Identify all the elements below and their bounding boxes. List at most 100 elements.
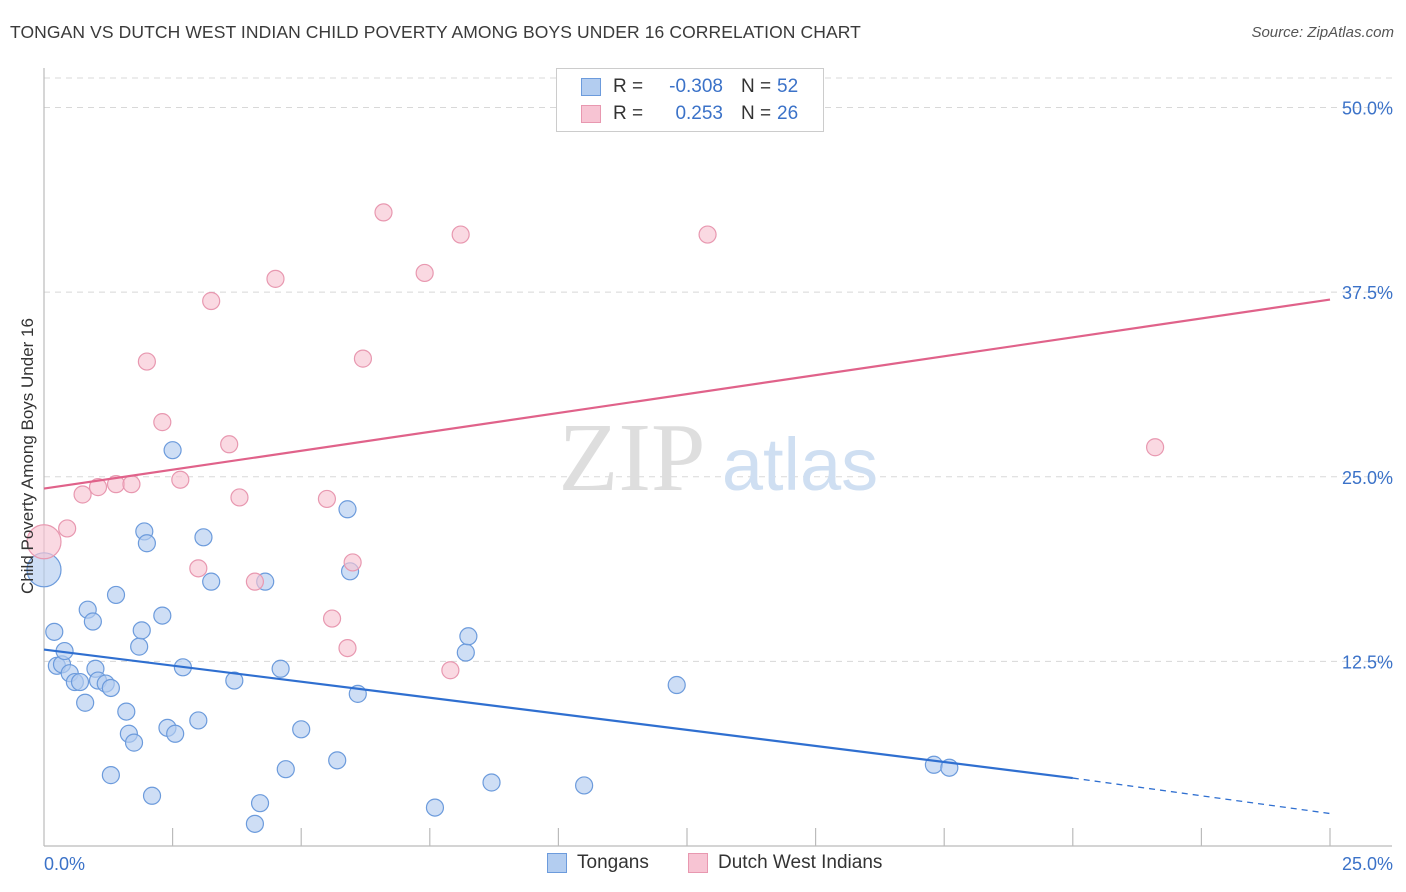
dutch-point [415, 263, 434, 283]
tongans-point [153, 606, 172, 625]
legend-label-dutch: Dutch West Indians [718, 852, 883, 873]
y-tick-label: 25.0% [1342, 468, 1393, 488]
y-tick-label: 12.5% [1342, 652, 1393, 672]
tongans-point [163, 441, 182, 460]
dutch-points [26, 203, 1165, 680]
tongans-point [225, 671, 244, 690]
tongans-trend-line [43, 648, 1073, 780]
tongans-point [83, 612, 102, 631]
legend-n-label: N = [741, 76, 772, 97]
dutch-point [122, 475, 141, 494]
series-legend: Tongans Dutch West Indians [0, 852, 1406, 876]
legend-swatch-tongans [581, 78, 601, 96]
legend-row-tongans: R = -0.308 N = 52 [581, 74, 798, 100]
watermark-zip: ZIP [559, 404, 706, 512]
dutch-point [137, 352, 156, 371]
legend-item-tongans: Tongans [547, 852, 649, 874]
dutch-point [88, 478, 108, 497]
tongans-point [425, 798, 445, 817]
dutch-point [266, 269, 285, 288]
tongans-point [70, 672, 90, 692]
dutch-point [58, 519, 77, 538]
dutch-point [73, 485, 92, 504]
legend-r-value: -0.308 [669, 76, 723, 97]
dutch-point [202, 291, 221, 311]
y-tick-label: 37.5% [1342, 283, 1393, 303]
legend-r-label: R = [613, 103, 644, 124]
legend-swatch-dutch [581, 105, 601, 123]
tongans-point [328, 751, 347, 770]
x-tick-label: 25.0% [1342, 854, 1393, 874]
dutch-point [451, 225, 470, 244]
legend-swatch-tongans [547, 853, 567, 873]
x-tick-label: 0.0% [44, 854, 85, 874]
tongans-point [117, 702, 136, 721]
legend-swatch-dutch [688, 853, 708, 873]
dutch-point [245, 572, 265, 591]
legend-item-dutch: Dutch West Indians [688, 852, 882, 874]
tongans-point [76, 693, 95, 712]
tongans-point [338, 500, 357, 519]
tongans-point [250, 794, 270, 813]
tongans-point [106, 585, 126, 605]
dutch-point [317, 489, 337, 509]
dutch-point [322, 609, 342, 628]
dutch-point [1146, 438, 1165, 457]
tongans-point [45, 622, 64, 641]
grid-lines [44, 77, 1392, 662]
dutch-point [189, 559, 208, 578]
axes [43, 68, 1392, 847]
tongans-point [137, 534, 156, 553]
tongans-point [130, 637, 149, 656]
tongans-point [276, 760, 295, 779]
dutch-point [353, 349, 373, 368]
legend-n-value: 26 [777, 103, 799, 124]
dutch-point [441, 661, 460, 680]
dutch-point [338, 638, 357, 658]
tick-labels: 12.5% 25.0% 37.5% 50.0% 0.0% 25.0% [44, 99, 1393, 874]
tongans-point [271, 659, 290, 678]
tongans-point [924, 755, 944, 774]
watermark-atlas: atlas [722, 423, 878, 506]
tongans-point [194, 528, 213, 547]
dutch-point [343, 553, 362, 572]
tongans-trend-extension [1072, 777, 1331, 815]
tongans-point [459, 627, 478, 646]
legend-r-label: R = [613, 76, 644, 97]
tongans-point [575, 776, 594, 795]
tongans-point [132, 621, 151, 640]
trend-lines [43, 298, 1331, 815]
legend-n-value: 52 [777, 76, 799, 97]
tongans-point [292, 720, 311, 739]
dutch-point [230, 488, 249, 507]
tongans-point [124, 733, 144, 752]
dutch-point [698, 225, 717, 244]
legend-row-dutch: R = 0.253 N = 26 [581, 101, 798, 127]
legend-r-value: 0.253 [675, 103, 723, 124]
tongans-point [101, 678, 120, 698]
source-label: Source: ZipAtlas.com [1251, 24, 1394, 41]
watermark: ZIP atlas [559, 404, 879, 512]
dutch-point [220, 435, 239, 454]
tongans-point [202, 572, 221, 591]
tongans-point [667, 675, 686, 695]
chart-title: TONGAN VS DUTCH WEST INDIAN CHILD POVERT… [10, 22, 861, 42]
tongans-point [142, 786, 162, 805]
legend-label-tongans: Tongans [577, 852, 649, 873]
correlation-legend: R = -0.308 N = 52 R = 0.253 N = 26 [556, 68, 824, 132]
tongans-point [456, 643, 475, 662]
dutch-point [26, 524, 62, 560]
tongans-point [101, 766, 120, 785]
dutch-trend-line [43, 298, 1331, 490]
tongans-point [189, 711, 208, 730]
legend-n-label: N = [741, 103, 772, 124]
tongans-point [166, 724, 185, 743]
dutch-point [374, 203, 393, 222]
y-tick-label: 50.0% [1342, 99, 1393, 119]
dutch-point [153, 413, 172, 432]
tongans-point [482, 773, 501, 792]
tongans-point [245, 814, 265, 833]
dutch-point [171, 470, 190, 489]
y-axis-label: Child Poverty Among Boys Under 16 [18, 318, 37, 594]
